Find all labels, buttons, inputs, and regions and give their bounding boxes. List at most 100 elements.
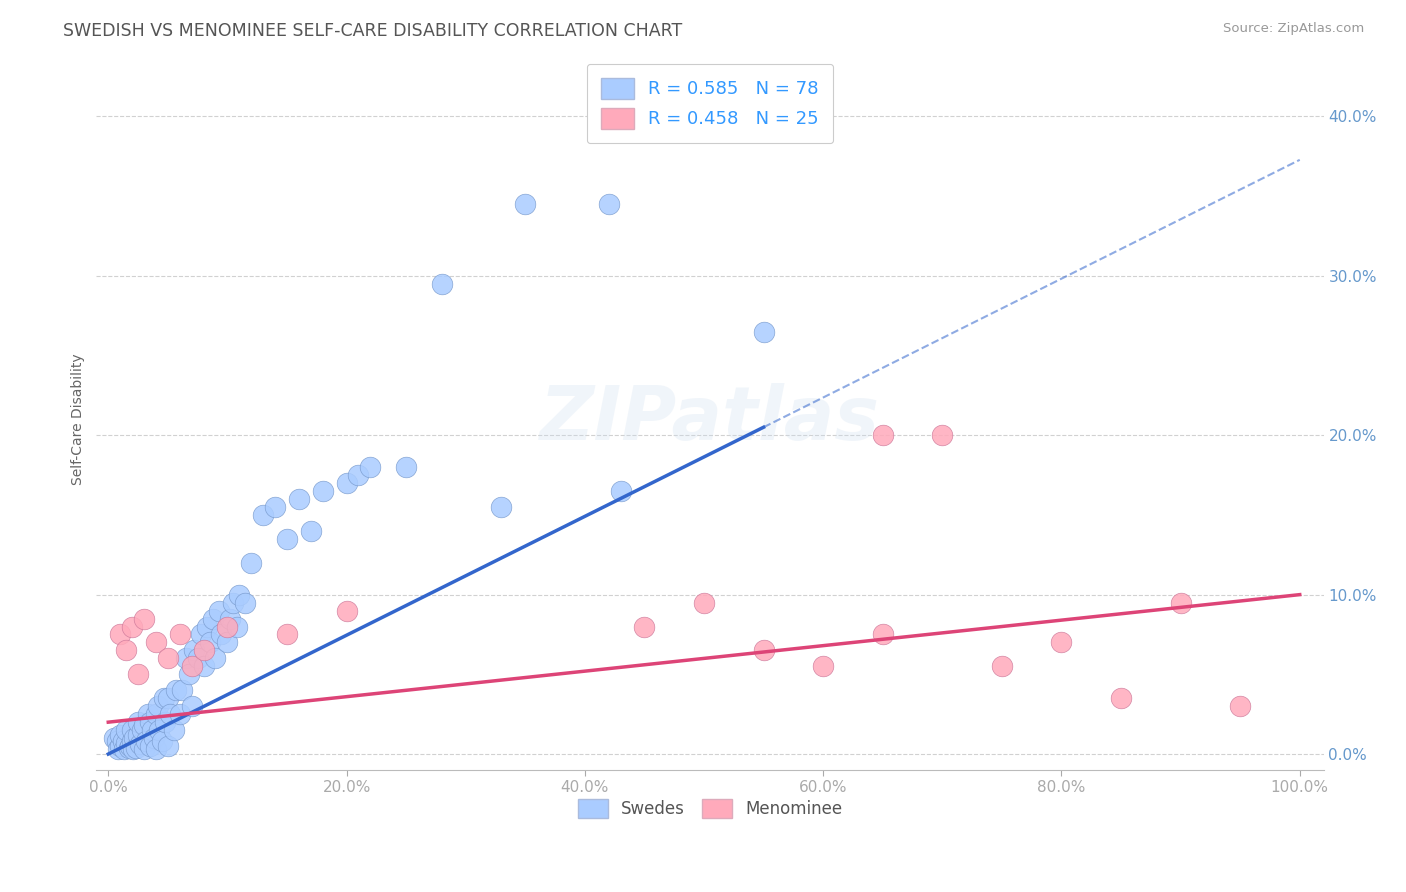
Point [107,742,129,756]
Point [335,476,357,491]
Point [226,619,249,633]
Point [752,325,775,339]
Point [180,699,202,714]
Point [190,627,212,641]
Point [124,731,146,745]
Point [108,739,131,753]
Point [1170,596,1192,610]
Point [872,627,894,641]
Point [395,460,418,475]
Point [115,643,138,657]
Text: SWEDISH VS MENOMINEE SELF-CARE DISABILITY CORRELATION CHART: SWEDISH VS MENOMINEE SELF-CARE DISABILIT… [63,22,682,40]
Point [515,197,537,211]
Point [124,740,146,755]
Point [121,723,143,738]
Point [211,627,233,641]
Point [1229,699,1251,714]
Point [108,627,131,641]
Point [217,619,239,633]
Point [1109,691,1132,706]
Point [135,734,157,748]
Point [148,699,170,714]
Point [105,734,128,748]
Point [233,596,256,610]
Point [115,723,138,738]
Point [131,723,153,738]
Point [139,739,162,753]
Point [169,627,191,641]
Point [218,611,240,625]
Point [174,651,197,665]
Point [991,659,1014,673]
Point [136,707,159,722]
Point [179,667,201,681]
Point [193,659,215,673]
Point [148,723,170,738]
Point [132,718,155,732]
Point [145,635,167,649]
Point [163,723,186,738]
Point [159,707,181,722]
Point [117,740,139,755]
Point [240,556,263,570]
Point [139,715,162,730]
Point [156,691,179,706]
Point [198,635,221,649]
Point [264,500,287,514]
Point [145,707,167,722]
Point [208,603,231,617]
Point [127,715,149,730]
Point [145,742,167,756]
Point [1050,635,1073,649]
Point [811,659,834,673]
Point [491,500,513,514]
Point [430,277,453,291]
Point [187,651,209,665]
Point [217,635,239,649]
Point [127,667,149,681]
Point [633,619,655,633]
Point [312,483,335,498]
Point [127,728,149,742]
Point [359,460,381,475]
Text: Source: ZipAtlas.com: Source: ZipAtlas.com [1223,22,1364,36]
Point [195,619,218,633]
Point [155,715,177,730]
Point [931,428,953,442]
Point [752,643,775,657]
Point [142,731,165,745]
Point [202,611,225,625]
Point [693,596,716,610]
Point [115,736,138,750]
Point [204,651,226,665]
Point [172,683,194,698]
Point [598,197,620,211]
Point [193,643,215,657]
Point [156,651,179,665]
Point [335,603,357,617]
Point [222,596,245,610]
Point [122,742,145,756]
Text: ZIPatlas: ZIPatlas [540,383,880,456]
Point [276,627,298,641]
Point [288,491,311,506]
Point [169,707,191,722]
Point [276,532,298,546]
Point [150,734,173,748]
Point [252,508,274,522]
Point [228,588,250,602]
Point [118,739,141,753]
Point [153,691,176,706]
Legend: Swedes, Menominee: Swedes, Menominee [571,792,849,825]
Point [111,734,134,748]
Point [132,742,155,756]
Point [121,734,143,748]
Point [129,738,152,752]
Point [121,619,143,633]
Point [108,728,131,742]
Point [609,483,631,498]
Point [872,428,894,442]
Point [299,524,322,538]
Point [180,659,202,673]
Point [156,739,179,753]
